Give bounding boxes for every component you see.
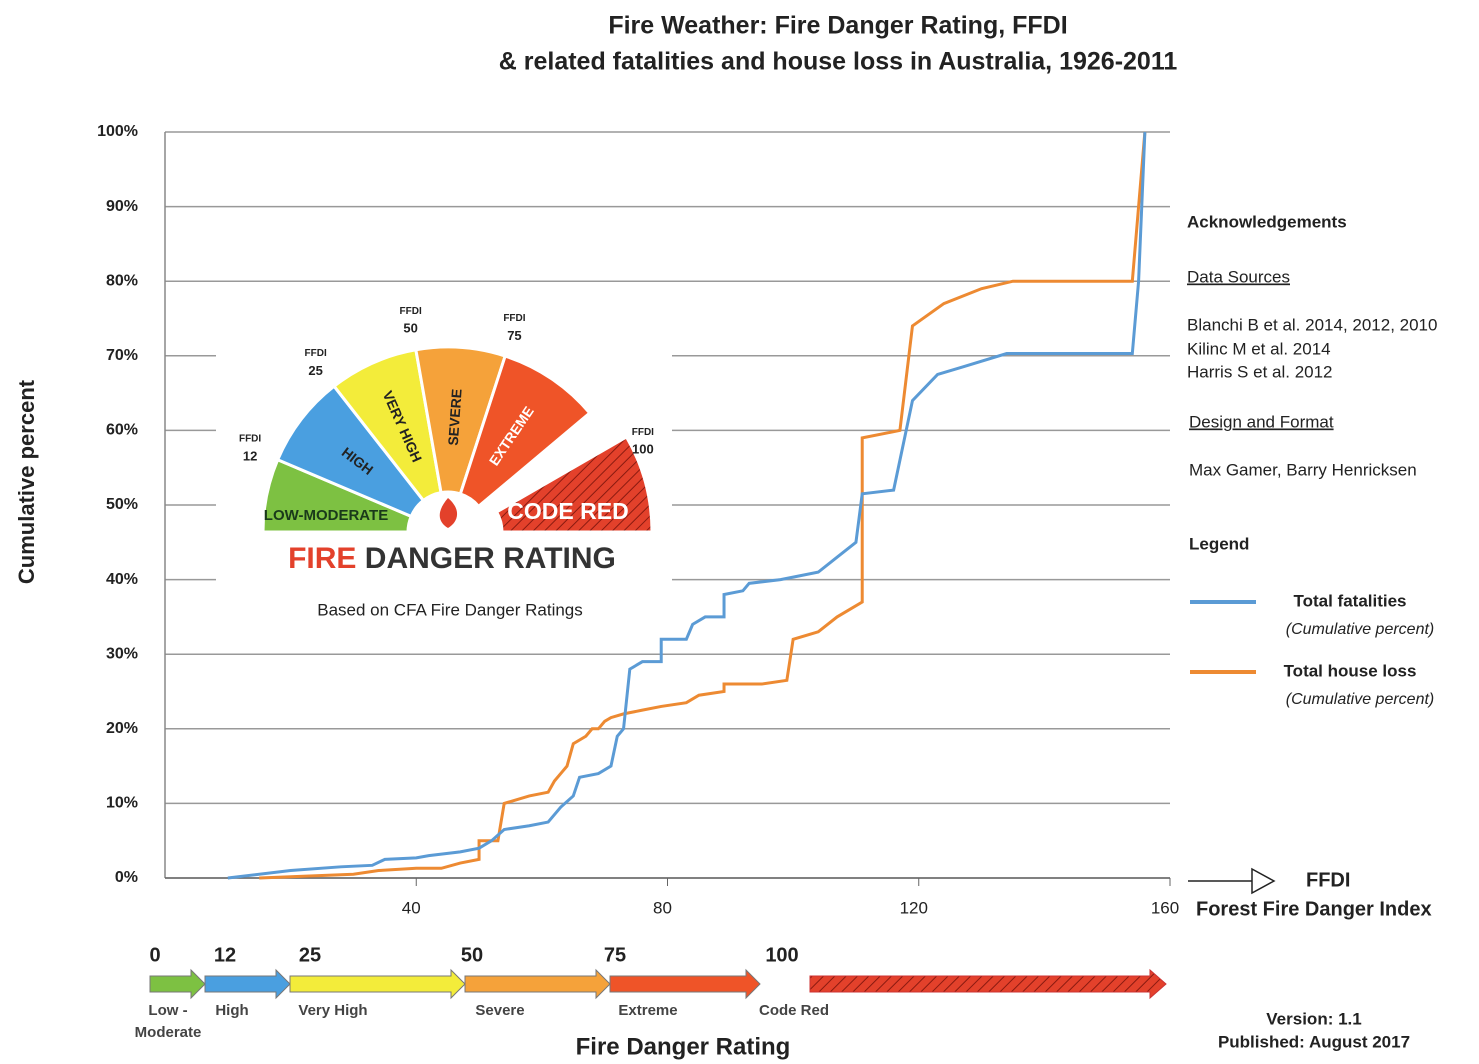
gauge-label: CODE RED [507, 498, 628, 524]
scale-ffdi: 50 [461, 944, 483, 966]
scale-label: Severe [475, 1002, 524, 1019]
gauge-ffdi-value: 12 [243, 448, 257, 463]
y-tick-label: 50% [106, 496, 138, 513]
scale-arrow [290, 970, 465, 998]
gauge-ffdi-label: FFDI [632, 427, 654, 438]
gauge-ffdi-label: FFDI [239, 434, 261, 445]
gauge-title: FIRE DANGER RATING [288, 542, 616, 575]
gauge-title-2: DANGER RATING [365, 542, 616, 575]
scale-arrow [810, 970, 1166, 998]
published: Published: August 2017 [1218, 1032, 1410, 1051]
scale-label: Moderate [135, 1024, 202, 1041]
gauge-ffdi-label: FFDI [400, 306, 422, 317]
gauge-ffdi-value: 50 [403, 321, 417, 336]
legend-note: (Cumulative percent) [1286, 691, 1435, 708]
data-sources-title: Data Sources [1187, 267, 1290, 286]
chart-subtitle: & related fatalities and house loss in A… [499, 48, 1178, 76]
y-tick-label: 20% [106, 720, 138, 737]
scale-ffdi: 100 [765, 944, 798, 966]
legend-title: Legend [1189, 534, 1249, 553]
x-tick-label: 40 [402, 898, 421, 917]
legend-label: Total house loss [1284, 661, 1417, 680]
design: Max Gamer, Barry Henricksen [1189, 460, 1417, 479]
scale-ffdi: 25 [299, 944, 321, 966]
data-source: Kilinc M et al. 2014 [1187, 339, 1331, 358]
legend-label: Total fatalities [1293, 591, 1406, 610]
axis-arrow-head [1252, 869, 1274, 893]
x-tick-label: 80 [653, 898, 672, 917]
gauge-note: Based on CFA Fire Danger Ratings [317, 600, 583, 619]
scale-ffdi: 0 [149, 944, 160, 966]
y-tick-label: 80% [106, 272, 138, 289]
gauge-ffdi-value: 100 [632, 442, 654, 457]
gauge-ffdi-value: 25 [308, 363, 322, 378]
page: Fire Weather: Fire Danger Rating, FFDI &… [0, 0, 1479, 1064]
y-tick-label: 70% [106, 347, 138, 364]
data-source: Blanchi B et al. 2014, 2012, 2010 [1187, 315, 1437, 334]
acknowledgements: Acknowledgements [1187, 212, 1347, 231]
legend-note: (Cumulative percent) [1286, 621, 1435, 638]
data-source: Harris S et al. 2012 [1187, 362, 1333, 381]
scale-label: Low - [148, 1002, 187, 1019]
gauge-ffdi-value: 75 [507, 328, 521, 343]
scale-label: High [215, 1002, 248, 1019]
gauge-ffdi-label: FFDI [305, 348, 327, 359]
y-tick-label: 10% [106, 795, 138, 812]
gauge-label: LOW-MODERATE [264, 507, 388, 524]
gauge-title-1: FIRE [288, 542, 356, 575]
scale-ffdi: 12 [214, 944, 236, 966]
scale-label: Code Red [759, 1002, 829, 1019]
design-title: Design and Format [1189, 412, 1334, 431]
scale-arrow [205, 970, 290, 998]
scale-label: Very High [298, 1002, 367, 1019]
scale-arrow [150, 970, 205, 998]
y-axis-label: Cumulative percent [14, 379, 39, 584]
scale-ffdi: 75 [604, 944, 626, 966]
y-tick-label: 100% [97, 123, 138, 140]
scale-arrow [465, 970, 610, 998]
x-tick-label: 120 [900, 898, 928, 917]
x-tick-label: 160 [1151, 898, 1179, 917]
y-tick-label: 40% [106, 571, 138, 588]
chart-title: Fire Weather: Fire Danger Rating, FFDI [608, 12, 1067, 40]
y-tick-label: 90% [106, 198, 138, 215]
y-tick-label: 30% [106, 645, 138, 662]
version: Version: 1.1 [1266, 1009, 1361, 1028]
rating-scale-title: Fire Danger Rating [576, 1033, 791, 1060]
y-tick-label: 60% [106, 422, 138, 439]
scale-label: Extreme [618, 1002, 677, 1019]
gauge-ffdi-label: FFDI [503, 313, 525, 324]
chart: Fire Weather: Fire Danger Rating, FFDI &… [0, 0, 1479, 1064]
x-axis-label: FFDI [1306, 869, 1350, 891]
scale-arrow [610, 970, 760, 998]
y-tick-label: 0% [115, 869, 138, 886]
x-axis-label-long: Forest Fire Danger Index [1196, 898, 1432, 920]
